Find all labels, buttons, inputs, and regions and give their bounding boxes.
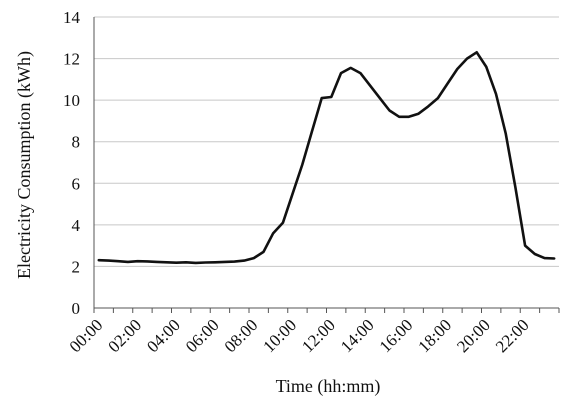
x-axis-label: Time (hh:mm) (276, 376, 381, 397)
y-tick-label: 14 (63, 8, 81, 27)
x-tick-label: 14:00 (337, 315, 378, 356)
grid-lines (94, 16, 559, 267)
x-tick-label: 12:00 (298, 315, 339, 356)
x-tick-label: 10:00 (259, 315, 300, 356)
y-axis-label: Electricity Consumption (kWh) (14, 51, 35, 279)
axes (93, 17, 560, 313)
y-tick-label: 8 (72, 133, 81, 152)
x-tick-label: 02:00 (104, 315, 145, 356)
y-tick-label: 10 (63, 91, 80, 110)
y-tick-label: 12 (63, 50, 80, 69)
y-tick-label: 0 (72, 299, 81, 318)
y-tick-labels: 0 2 4 6 8 10 12 14 (63, 8, 81, 318)
series-line (97, 50, 556, 265)
series-lines (97, 50, 556, 265)
x-tick-label: 08:00 (221, 315, 262, 356)
x-tick-label: 20:00 (453, 315, 494, 356)
x-tick-label: 22:00 (492, 315, 533, 356)
x-tick-label: 00:00 (66, 315, 107, 356)
y-tick-label: 2 (72, 257, 81, 276)
x-tick-label: 06:00 (182, 315, 223, 356)
y-tick-label: 4 (72, 216, 81, 235)
x-tick-label: 16:00 (376, 315, 417, 356)
y-tick-label: 6 (72, 174, 81, 193)
x-tick-label: 18:00 (414, 315, 455, 356)
x-tick-label: 04:00 (143, 315, 184, 356)
x-tick-labels: 00:0002:0004:0006:0008:0010:0012:0014:00… (66, 315, 533, 356)
